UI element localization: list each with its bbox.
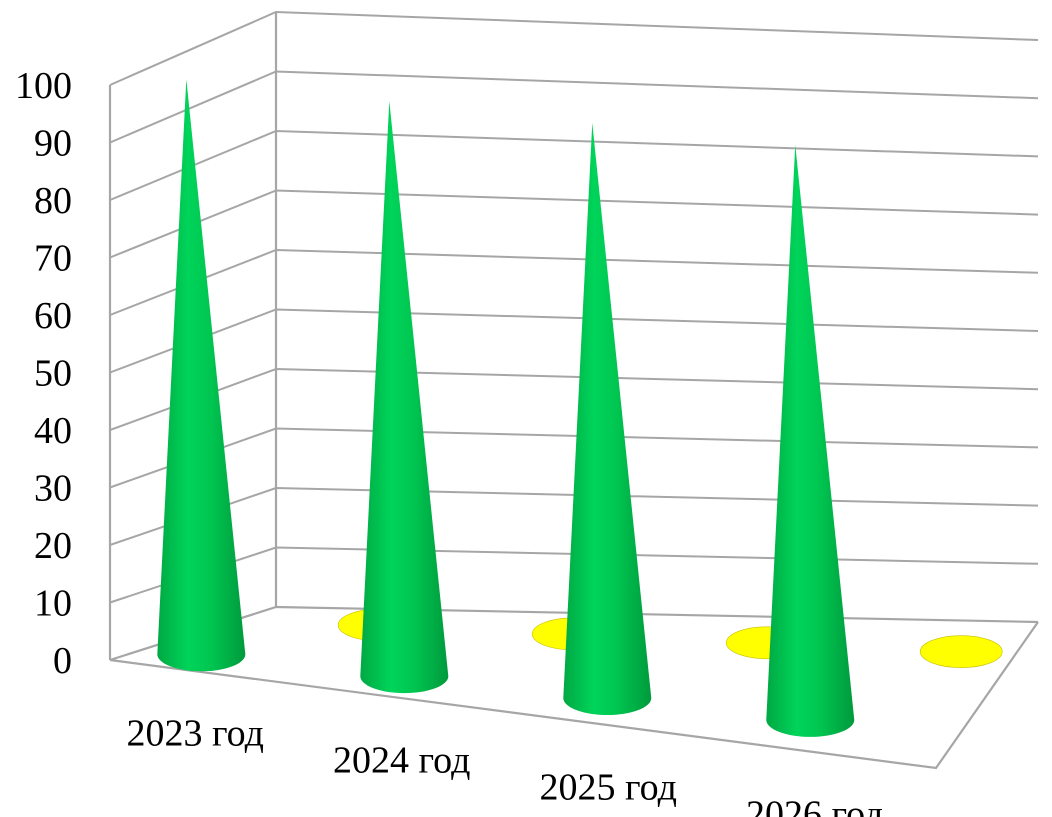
x-category-label: 2024 год: [333, 740, 470, 782]
y-tick-label: 30: [34, 468, 72, 510]
gridline: [109, 70, 1039, 144]
cone-body: [766, 144, 855, 737]
series-1-cone: [766, 144, 855, 737]
x-category-label: 2023 год: [127, 713, 264, 755]
floor-front-edge: [109, 621, 1039, 770]
category-labels: 2023 год 2024 год 2025 год 2026 год: [127, 713, 884, 817]
gridline: [109, 367, 1039, 431]
y-tick-label: 50: [34, 353, 72, 395]
cone-body: [157, 79, 246, 672]
series-2-disc: [919, 635, 1003, 668]
y-tick-label: 100: [15, 65, 72, 107]
series-1-cone: [563, 123, 652, 716]
gridline: [109, 248, 1039, 316]
y-axis-tick-labels: 0 10 20 30 40 50 60 70 80 90 100: [15, 65, 72, 682]
y-tick-label: 90: [34, 123, 72, 165]
y-tick-label: 60: [34, 295, 72, 337]
gridline: [109, 427, 1039, 489]
x-category-label: 2025 год: [540, 767, 677, 809]
series-1-marks: [157, 79, 855, 737]
y-tick-label: 40: [34, 410, 72, 452]
x-category-label: 2026 год: [746, 794, 883, 817]
y-tick-label: 0: [53, 640, 72, 682]
gridline: [109, 308, 1039, 374]
series-1-cone: [157, 79, 246, 672]
y-tick-label: 80: [34, 180, 72, 222]
y-tick-label: 70: [34, 238, 72, 280]
gridline: [109, 189, 1039, 259]
y-tick-label: 10: [34, 583, 72, 625]
cone-body: [563, 123, 652, 716]
gridline: [109, 129, 1039, 201]
cone-body: [360, 101, 449, 694]
y-tick-label: 20: [34, 525, 72, 567]
series-1-cone: [360, 101, 449, 694]
gridline: [109, 10, 1039, 86]
